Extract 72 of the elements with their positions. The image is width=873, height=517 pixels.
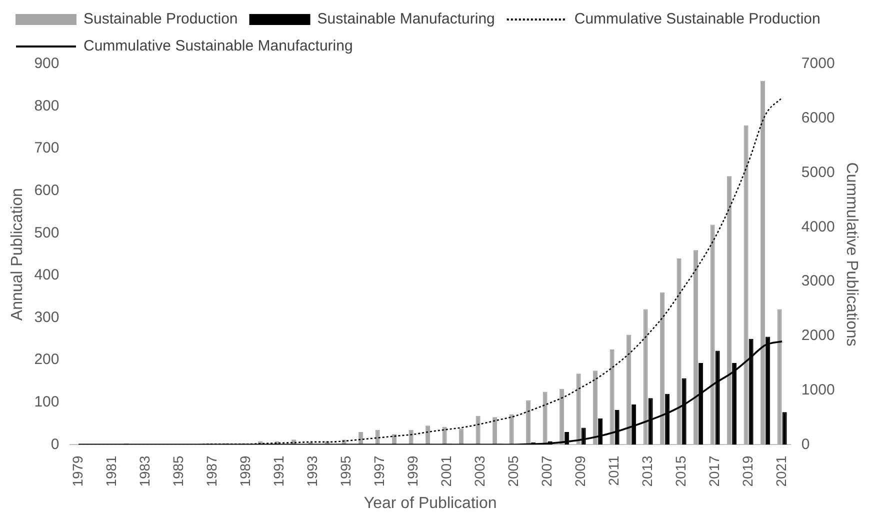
y2-tick-label: 6000 (801, 110, 835, 127)
x-tick-label: 1993 (304, 455, 320, 487)
y2-tick-label: 1000 (801, 381, 835, 398)
bar (476, 416, 480, 445)
x-tick-label: 1979 (69, 455, 86, 487)
bar (459, 428, 464, 445)
bar (576, 374, 581, 445)
bar (744, 125, 748, 445)
bar (358, 432, 364, 445)
y-tick-label: 900 (34, 55, 60, 72)
x-tick-label: 2001 (438, 455, 454, 487)
y-tick-label: 600 (34, 182, 60, 200)
x-tick-label: 2011 (605, 455, 622, 486)
x-tick-label: 1983 (136, 455, 152, 487)
bar (710, 224, 715, 445)
x-axis-title: Year of Publication (364, 494, 497, 512)
x-tick-label: 2021 (772, 455, 789, 487)
x-tick-label: 2019 (739, 455, 756, 487)
x-tick-label: 2015 (672, 455, 688, 487)
y-tick-label: 200 (34, 351, 60, 368)
bar (676, 258, 682, 445)
bar (560, 388, 564, 445)
legend-label: Cummulative Sustainable Production (574, 10, 820, 28)
y-tick-label: 300 (34, 308, 60, 326)
bar (760, 80, 766, 445)
bar (610, 349, 614, 445)
x-tick-label: 1987 (203, 455, 220, 487)
x-tick-label: 2003 (471, 455, 488, 487)
bar (426, 426, 430, 445)
y-tick-label: 0 (50, 436, 60, 453)
y2-tick-label: 5000 (801, 164, 835, 181)
bar (492, 417, 498, 445)
x-tick-label: 1999 (404, 455, 420, 487)
x-tick-label: 1981 (102, 455, 119, 487)
y2-axis-title: Cummulative Publications (842, 162, 860, 346)
y-tick-label: 500 (34, 224, 60, 242)
bar (593, 370, 598, 445)
y-tick-label: 400 (34, 266, 60, 284)
bar (782, 412, 787, 445)
bar (727, 176, 732, 445)
x-tick-label: 2007 (538, 455, 554, 487)
bar (626, 334, 632, 445)
bar (643, 309, 648, 445)
x-tick-label: 1989 (236, 455, 253, 487)
bar (375, 430, 380, 445)
y-axis-title: Annual Publication (9, 188, 26, 321)
bar (542, 392, 548, 445)
y2-tick-label: 7000 (801, 55, 835, 72)
y2-tick-label: 0 (801, 436, 810, 453)
x-tick-label: 2017 (706, 455, 722, 487)
x-tick-label: 2005 (504, 455, 521, 487)
y-tick-label: 700 (34, 140, 60, 157)
y-tick-label: 800 (34, 97, 60, 114)
bar (442, 426, 447, 445)
legend-label: Sustainable Production (84, 10, 238, 28)
y2-tick-label: 2000 (801, 327, 835, 344)
legend-label: Cummulative Sustainable Manufacturing (84, 38, 353, 55)
bar (660, 292, 665, 445)
x-tick-label: 1995 (337, 455, 354, 487)
x-tick-label: 2013 (638, 455, 655, 487)
y2-tick-label: 3000 (801, 272, 835, 290)
x-tick-label: 1997 (370, 455, 387, 487)
legend-label: Sustainable Manufacturing (317, 10, 495, 28)
x-tick-label: 1991 (270, 455, 286, 487)
y2-tick-label: 4000 (801, 218, 835, 236)
bar (694, 250, 698, 445)
bar (526, 400, 531, 445)
y-tick-label: 100 (34, 394, 60, 410)
x-tick-label: 2009 (572, 455, 588, 487)
bar (777, 309, 782, 445)
bar (509, 414, 514, 445)
x-tick-label: 1985 (170, 455, 186, 487)
